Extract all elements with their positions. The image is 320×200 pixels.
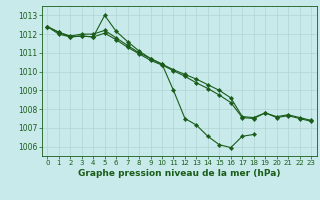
X-axis label: Graphe pression niveau de la mer (hPa): Graphe pression niveau de la mer (hPa): [78, 169, 280, 178]
